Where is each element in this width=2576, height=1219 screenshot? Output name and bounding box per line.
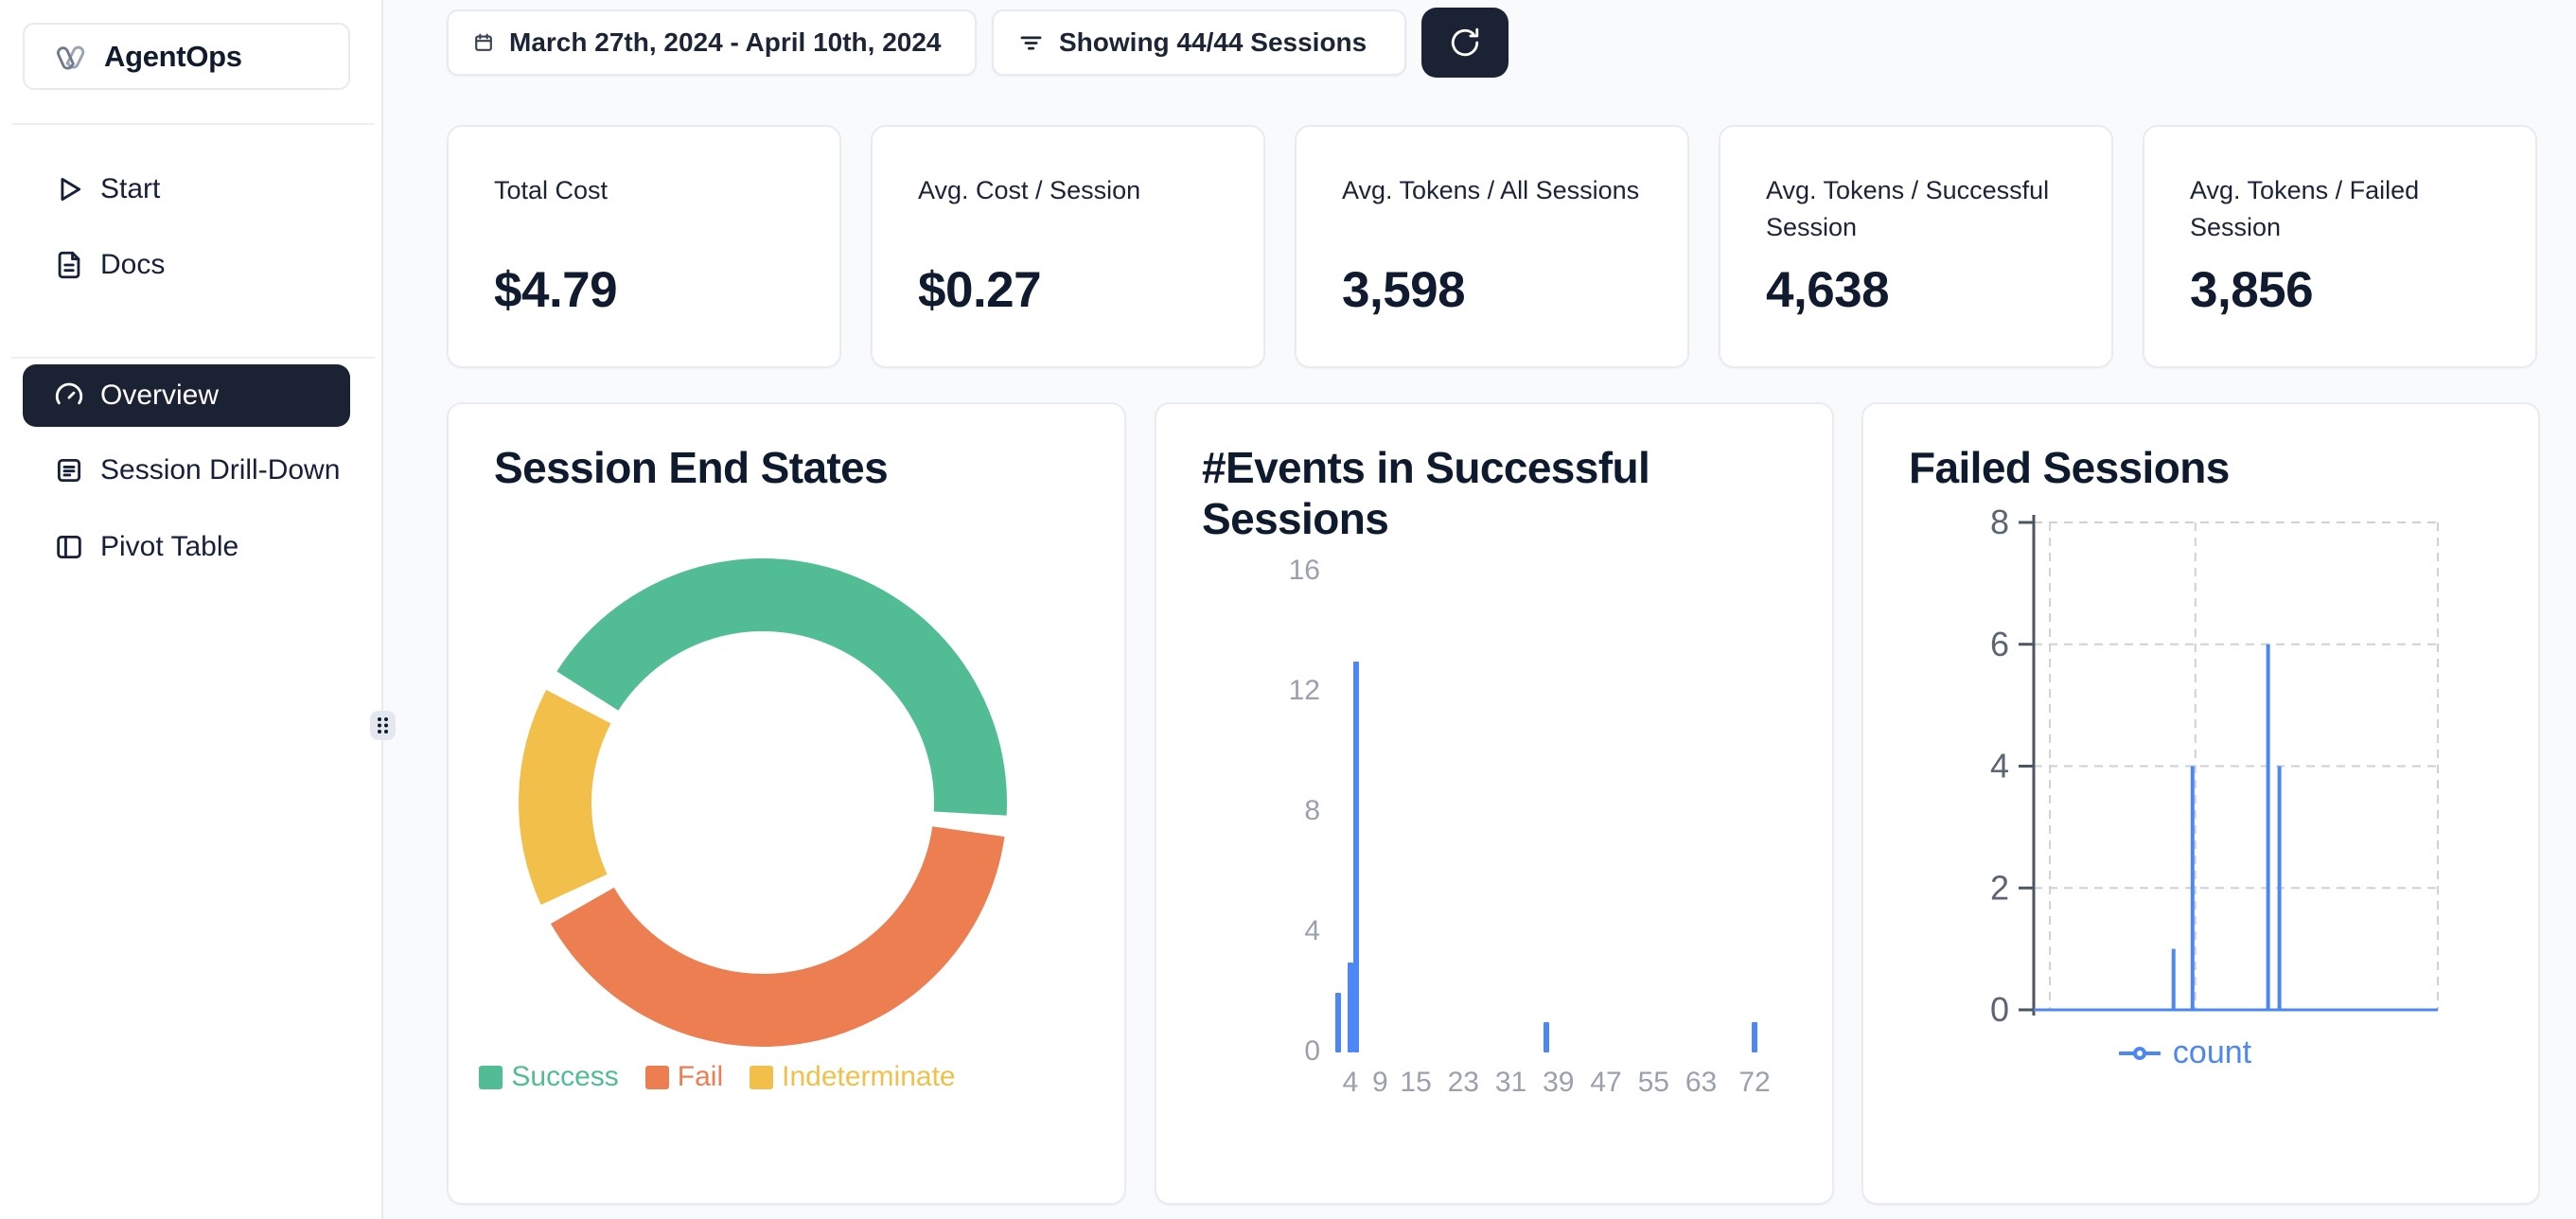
stat-card-avg-tokens-all: Avg. Tokens / All Sessions 3,598 [1295, 125, 1689, 368]
legend-label: Fail [677, 1061, 724, 1092]
sidebar-divider [11, 357, 375, 359]
stat-card-total-cost: Total Cost $4.79 [447, 125, 841, 368]
histogram-bar [1348, 962, 1353, 1052]
x-axis-tick-label: 55 [1637, 1067, 1669, 1098]
docs-icon [58, 251, 80, 279]
x-axis-tick-label: 4 [1342, 1067, 1359, 1098]
legend-label: Indeterminate [782, 1061, 956, 1092]
x-axis-tick-label: 9 [1372, 1067, 1388, 1098]
sessions-filter-button[interactable]: Showing 44/44 Sessions [992, 9, 1406, 76]
sidebar-item-pivot-table[interactable]: Pivot Table [23, 520, 350, 574]
sidebar-item-docs[interactable]: Docs [23, 238, 350, 292]
line-series-marker-icon [2118, 1046, 2161, 1060]
logo-text: AgentOps [104, 39, 242, 73]
failed-sessions-card: Failed Sessions 8 6 4 2 0 count [1861, 402, 2540, 1205]
x-axis-tick-label: 39 [1543, 1067, 1575, 1098]
file-text-icon [57, 458, 81, 483]
grip-dots-icon [378, 717, 388, 733]
play-icon [61, 177, 81, 202]
chart-title: Failed Sessions [1909, 443, 2230, 492]
filter-lines-icon [1020, 36, 1042, 49]
y-axis-tick-label: 16 [1288, 555, 1320, 586]
legend-count: count [2034, 1034, 2337, 1071]
histogram-bar [1353, 662, 1360, 1052]
chart-title: #Events in Successful Sessions [1202, 443, 1650, 544]
stat-label: Avg. Tokens / All Sessions [1342, 176, 1640, 204]
refresh-icon [1451, 27, 1479, 57]
date-range-label: March 27th, 2024 - April 10th, 2024 [509, 27, 942, 57]
sidebar-item-label: Docs [100, 249, 166, 280]
refresh-button[interactable] [1421, 8, 1509, 78]
stat-label: Avg. Tokens / Successful Session [1766, 176, 2050, 242]
events-histogram-card: #Events in Successful Sessions 0 4 8 12 16 4 9… [1155, 402, 1834, 1205]
donut-slice-indeterminate [519, 689, 611, 905]
sidebar-resize-handle[interactable] [370, 711, 396, 740]
stat-value: $0.27 [918, 262, 1042, 318]
y-axis-tick-label: 12 [1288, 675, 1320, 706]
legend-item-success: Success [479, 1061, 619, 1093]
legend-swatch [750, 1065, 774, 1089]
x-axis-tick-label: 23 [1447, 1067, 1479, 1098]
stat-label: Avg. Cost / Session [918, 176, 1141, 204]
sidebar-divider [11, 123, 375, 125]
sidebar-item-start[interactable]: Start [23, 162, 350, 217]
y-axis-tick-label: 8 [1990, 503, 2009, 541]
legend-item-fail: Fail [644, 1061, 724, 1093]
gauge-icon [55, 382, 83, 405]
stat-card-avg-tokens-successful: Avg. Tokens / Successful Session 4,638 [1719, 125, 2113, 368]
panel-left-icon [57, 535, 81, 559]
stat-value: 4,638 [1766, 262, 1890, 318]
y-axis-tick-label: 0 [1990, 990, 2009, 1029]
date-range-button[interactable]: March 27th, 2024 - April 10th, 2024 [447, 9, 977, 76]
chart-title: Session End States [494, 443, 889, 492]
sidebar-item-label: Start [100, 173, 161, 204]
stat-label: Total Cost [494, 176, 609, 204]
stat-value: 3,598 [1342, 262, 1466, 318]
stat-value: $4.79 [494, 262, 618, 318]
y-axis-tick-label: 6 [1990, 625, 2009, 663]
stat-card-avg-tokens-failed: Avg. Tokens / Failed Session 3,856 [2143, 125, 2537, 368]
legend-swatch [479, 1065, 503, 1089]
sidebar-item-label: Session Drill-Down [100, 454, 341, 486]
legend-count-label: count [2172, 1034, 2252, 1070]
histogram-bar [1335, 992, 1342, 1052]
y-axis-tick-label: 2 [1990, 868, 2009, 907]
donut-legend: Success Fail Indeterminate [449, 1061, 986, 1093]
x-axis-tick-label: 31 [1494, 1067, 1527, 1098]
sidebar-item-session-drill-down[interactable]: Session Drill-Down [23, 443, 350, 498]
stat-label: Avg. Tokens / Failed Session [2190, 176, 2420, 242]
stat-card-avg-cost: Avg. Cost / Session $0.27 [871, 125, 1265, 368]
stat-value: 3,856 [2190, 262, 2314, 318]
y-axis-tick-label: 4 [1304, 915, 1320, 946]
y-axis-tick-label: 0 [1304, 1035, 1320, 1067]
main-content: March 27th, 2024 - April 10th, 2024 Show… [385, 0, 2576, 1219]
legend-swatch [644, 1065, 669, 1089]
donut-slice-success [556, 558, 1007, 816]
sidebar-item-label: Overview [100, 380, 220, 411]
failed-sessions-plot: 8 6 4 2 0 [1990, 503, 2439, 1029]
logo[interactable]: AgentOps [23, 23, 350, 90]
session-end-states-card: Session End States Success Fail Indeterm… [447, 402, 1126, 1205]
donut-slice-fail [550, 826, 1005, 1047]
y-axis-tick-label: 4 [1990, 747, 2009, 786]
sidebar: AgentOps Start Docs Overview [0, 0, 383, 1219]
x-axis-tick-label: 47 [1590, 1067, 1622, 1098]
histogram-bar [1544, 1022, 1550, 1052]
histogram-bar [1752, 1022, 1758, 1052]
x-axis-tick-label: 63 [1685, 1067, 1718, 1098]
sessions-filter-label: Showing 44/44 Sessions [1059, 27, 1367, 57]
x-axis-tick-label: 15 [1400, 1067, 1432, 1098]
calendar-icon [475, 33, 492, 51]
legend-label: Success [511, 1061, 619, 1092]
y-axis-tick-label: 8 [1304, 795, 1320, 826]
session-end-states-donut [519, 558, 1007, 1047]
legend-item-indeterminate: Indeterminate [750, 1061, 956, 1093]
sidebar-item-label: Pivot Table [100, 531, 239, 562]
paperclip-logo-icon [57, 45, 85, 70]
sidebar-item-overview[interactable]: Overview [23, 364, 350, 427]
events-histogram-plot: 0 4 8 12 16 4 9 15 23 31 39 47 55 63 72 [1156, 404, 1832, 1203]
x-axis-tick-label: 72 [1738, 1067, 1771, 1098]
